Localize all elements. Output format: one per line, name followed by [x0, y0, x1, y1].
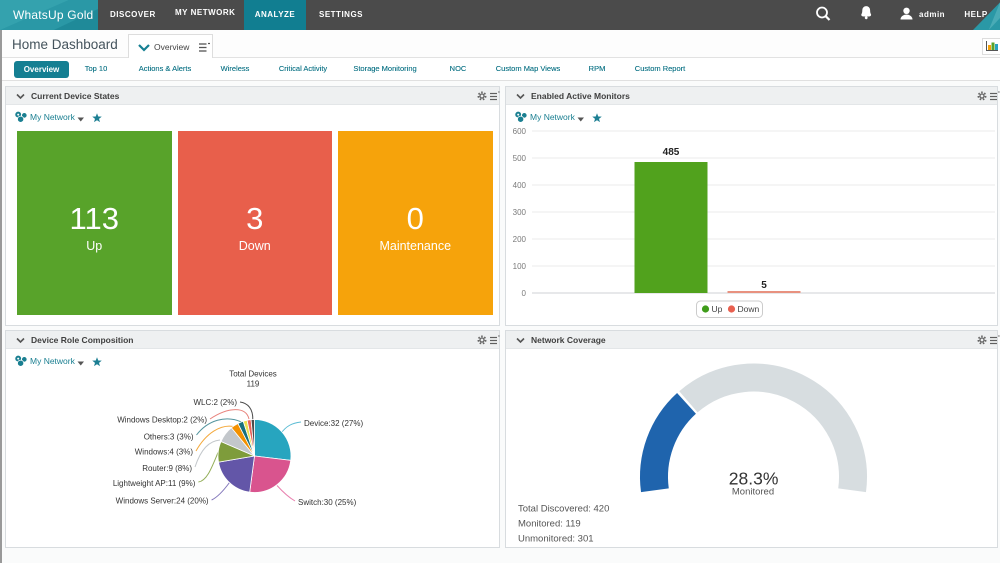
svg-text:Windows Server:24 (20%): Windows Server:24 (20%)	[116, 497, 209, 506]
svg-text:Device:32 (27%): Device:32 (27%)	[304, 419, 363, 428]
svg-text:Down: Down	[738, 304, 760, 314]
svg-text:Lightweight AP:11 (9%): Lightweight AP:11 (9%)	[113, 479, 196, 488]
svg-text:Up: Up	[712, 304, 723, 314]
svg-text:Unmonitored: 301: Unmonitored: 301	[518, 534, 594, 545]
svg-text:Monitored: Monitored	[732, 487, 774, 498]
svg-text:Router:9 (8%): Router:9 (8%)	[142, 464, 192, 473]
svg-text:500: 500	[513, 154, 527, 163]
svg-text:Total Discovered: 420: Total Discovered: 420	[518, 504, 609, 515]
svg-text:200: 200	[513, 235, 527, 244]
svg-text:485: 485	[663, 147, 680, 158]
svg-text:119: 119	[247, 380, 260, 389]
svg-text:600: 600	[513, 127, 527, 136]
svg-text:Monitored: 119: Monitored: 119	[518, 519, 581, 530]
svg-text:Total Devices: Total Devices	[229, 370, 277, 379]
svg-text:5: 5	[761, 280, 767, 291]
svg-text:0: 0	[522, 289, 527, 298]
svg-text:Others:3 (3%): Others:3 (3%)	[144, 432, 194, 441]
svg-text:300: 300	[513, 208, 527, 217]
svg-text:28.3%: 28.3%	[729, 468, 779, 488]
svg-text:WLC:2 (2%): WLC:2 (2%)	[193, 398, 237, 407]
svg-text:Switch:30 (25%): Switch:30 (25%)	[298, 498, 357, 507]
svg-text:Windows Desktop:2 (2%): Windows Desktop:2 (2%)	[117, 416, 207, 425]
svg-text:Windows:4 (3%): Windows:4 (3%)	[135, 448, 194, 457]
svg-text:100: 100	[513, 262, 527, 271]
svg-text:400: 400	[513, 181, 527, 190]
